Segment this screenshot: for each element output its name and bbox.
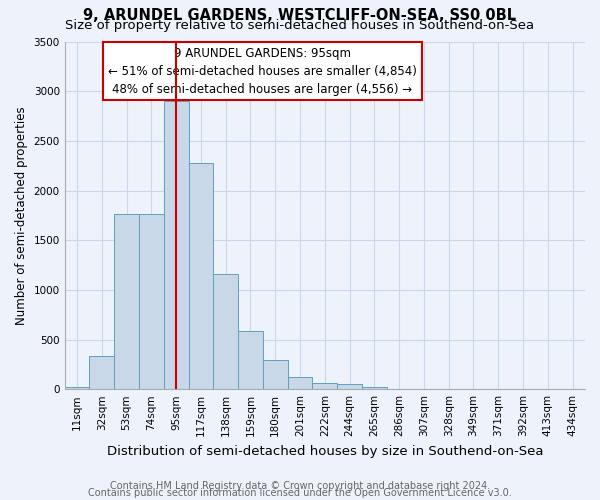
Bar xyxy=(287,377,313,389)
X-axis label: Distribution of semi-detached houses by size in Southend-on-Sea: Distribution of semi-detached houses by … xyxy=(107,444,543,458)
Bar xyxy=(313,382,337,389)
Bar xyxy=(139,214,164,389)
Bar xyxy=(214,274,238,389)
Text: Size of property relative to semi-detached houses in Southend-on-Sea: Size of property relative to semi-detach… xyxy=(65,18,535,32)
Text: Contains public sector information licensed under the Open Government Licence v3: Contains public sector information licen… xyxy=(88,488,512,498)
Bar xyxy=(362,386,387,389)
Bar xyxy=(238,330,263,389)
Bar xyxy=(337,384,362,389)
Text: 9 ARUNDEL GARDENS: 95sqm
← 51% of semi-detached houses are smaller (4,854)
48% o: 9 ARUNDEL GARDENS: 95sqm ← 51% of semi-d… xyxy=(108,46,417,96)
Text: Contains HM Land Registry data © Crown copyright and database right 2024.: Contains HM Land Registry data © Crown c… xyxy=(110,481,490,491)
Bar xyxy=(188,162,214,389)
Bar xyxy=(114,214,139,389)
Y-axis label: Number of semi-detached properties: Number of semi-detached properties xyxy=(15,106,28,324)
Bar xyxy=(65,387,89,389)
Text: 9, ARUNDEL GARDENS, WESTCLIFF-ON-SEA, SS0 0BL: 9, ARUNDEL GARDENS, WESTCLIFF-ON-SEA, SS… xyxy=(83,8,517,22)
Bar xyxy=(164,101,188,389)
Bar xyxy=(263,360,287,389)
Bar xyxy=(89,356,114,389)
